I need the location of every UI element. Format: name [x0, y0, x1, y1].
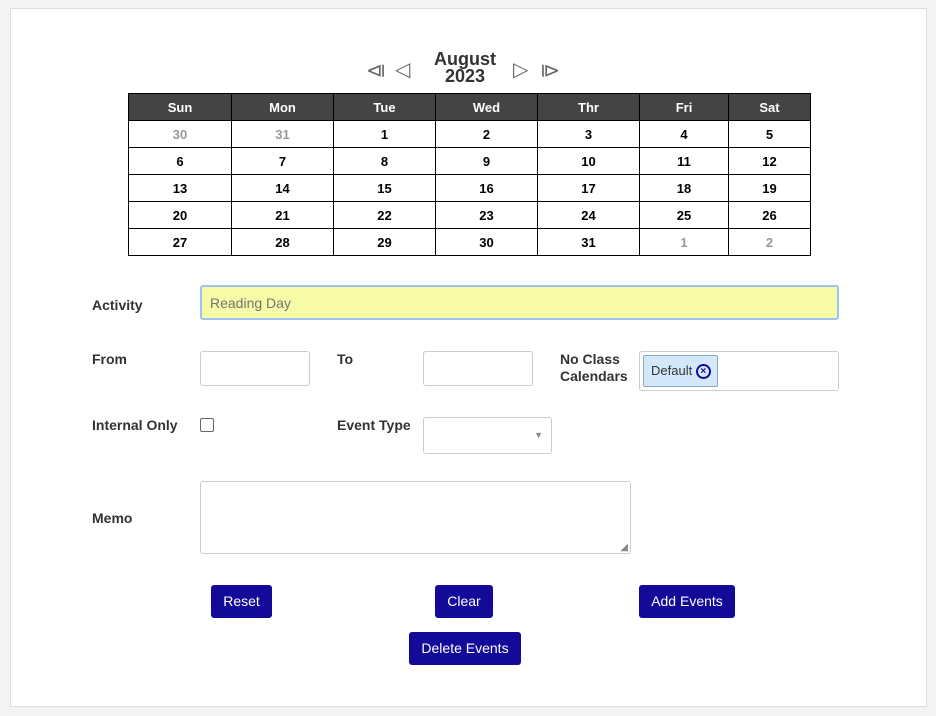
to-label: To [337, 351, 354, 367]
calendar-day[interactable]: 13 [128, 174, 232, 202]
add-events-button[interactable]: Add Events [639, 585, 735, 618]
reset-button[interactable]: Reset [211, 585, 272, 618]
calendar-day[interactable]: 5 [728, 120, 811, 148]
calendar-week: 6 7 8 9 10 11 12 [128, 147, 811, 175]
clear-button[interactable]: Clear [435, 585, 493, 618]
calendar-day[interactable]: 17 [537, 174, 640, 202]
calendar-day[interactable]: 18 [639, 174, 729, 202]
internal-only-checkbox[interactable] [200, 418, 214, 432]
calendar-day[interactable]: 20 [128, 201, 232, 229]
resize-handle-icon[interactable]: ◢ [620, 542, 628, 553]
calendar-day[interactable]: 8 [333, 147, 436, 175]
calendar-day[interactable]: 4 [639, 120, 729, 148]
calendar-week: 20 21 22 23 24 25 26 [128, 201, 811, 229]
activity-input[interactable] [200, 285, 839, 320]
dropdown-arrow-icon: ▼ [534, 430, 543, 440]
no-class-label-line2: Calendars [560, 368, 628, 384]
default-tag: Default × [643, 355, 718, 387]
calendar-day[interactable]: 21 [231, 201, 334, 229]
weekday-header: Sat [728, 93, 811, 121]
weekday-header: Mon [231, 93, 334, 121]
calendar-day[interactable]: 23 [435, 201, 538, 229]
calendar-day[interactable]: 11 [639, 147, 729, 175]
calendar-week: 27 28 29 30 31 1 2 [128, 228, 811, 256]
calendar-day[interactable]: 25 [639, 201, 729, 229]
next-year-icon[interactable]: ⧐ [540, 60, 560, 82]
next-month-icon[interactable]: ▷ [513, 59, 529, 81]
event-type-select[interactable]: ▼ [423, 417, 552, 454]
year-label: 2023 [444, 66, 486, 86]
calendar-day[interactable]: 22 [333, 201, 436, 229]
memo-textarea[interactable]: ◢ [200, 481, 631, 554]
month-year-title: August 2023 [425, 49, 505, 86]
from-input[interactable] [200, 351, 310, 386]
weekday-header: Fri [639, 93, 729, 121]
calendar-day[interactable]: 3 [537, 120, 640, 148]
calendar-day[interactable]: 6 [128, 147, 232, 175]
activity-label: Activity [92, 297, 143, 313]
memo-label: Memo [92, 510, 133, 526]
calendar-day[interactable]: 1 [639, 228, 729, 256]
calendar-day[interactable]: 16 [435, 174, 538, 202]
weekday-header: Wed [435, 93, 538, 121]
calendar-day[interactable]: 2 [728, 228, 811, 256]
month-label: August [434, 49, 496, 69]
calendar-day[interactable]: 31 [231, 120, 334, 148]
event-type-label: Event Type [337, 417, 411, 433]
delete-events-button[interactable]: Delete Events [409, 632, 521, 665]
calendar-day[interactable]: 28 [231, 228, 334, 256]
to-input[interactable] [423, 351, 533, 386]
weekday-header: Thr [537, 93, 640, 121]
weekday-header: Sun [128, 93, 232, 121]
from-label: From [92, 351, 127, 367]
no-class-calendars-select[interactable]: Default × [639, 351, 839, 391]
weekday-header: Tue [333, 93, 436, 121]
calendar-day[interactable]: 19 [728, 174, 811, 202]
calendar-day[interactable]: 9 [435, 147, 538, 175]
calendar-day[interactable]: 15 [333, 174, 436, 202]
calendar-day[interactable]: 1 [333, 120, 436, 148]
calendar-week: 30 31 1 2 3 4 5 [128, 120, 811, 148]
prev-month-icon[interactable]: ◁ [395, 59, 411, 81]
default-tag-label: Default [651, 363, 693, 378]
calendar-day[interactable]: 29 [333, 228, 436, 256]
calendar-day[interactable]: 30 [435, 228, 538, 256]
calendar-day[interactable]: 26 [728, 201, 811, 229]
prev-year-icon[interactable]: ⧏ [366, 60, 386, 82]
calendar-day[interactable]: 7 [231, 147, 334, 175]
calendar-day[interactable]: 24 [537, 201, 640, 229]
calendar-day[interactable]: 10 [537, 147, 640, 175]
calendar-day[interactable]: 12 [728, 147, 811, 175]
no-class-calendars-label: No Class Calendars [560, 351, 628, 385]
remove-tag-icon[interactable]: × [695, 364, 711, 380]
no-class-label-line1: No Class [560, 351, 620, 367]
calendar-day[interactable]: 14 [231, 174, 334, 202]
calendar-grid: Sun Mon Tue Wed Thr Fri Sat 30 31 1 2 3 4 5 6 7 8 9 10 11 1… [128, 93, 811, 256]
calendar-day[interactable]: 30 [128, 120, 232, 148]
calendar-day[interactable]: 2 [435, 120, 538, 148]
calendar-day[interactable]: 31 [537, 228, 640, 256]
calendar-week: 13 14 15 16 17 18 19 [128, 174, 811, 202]
internal-only-label: Internal Only [92, 417, 178, 433]
calendar-day[interactable]: 27 [128, 228, 232, 256]
